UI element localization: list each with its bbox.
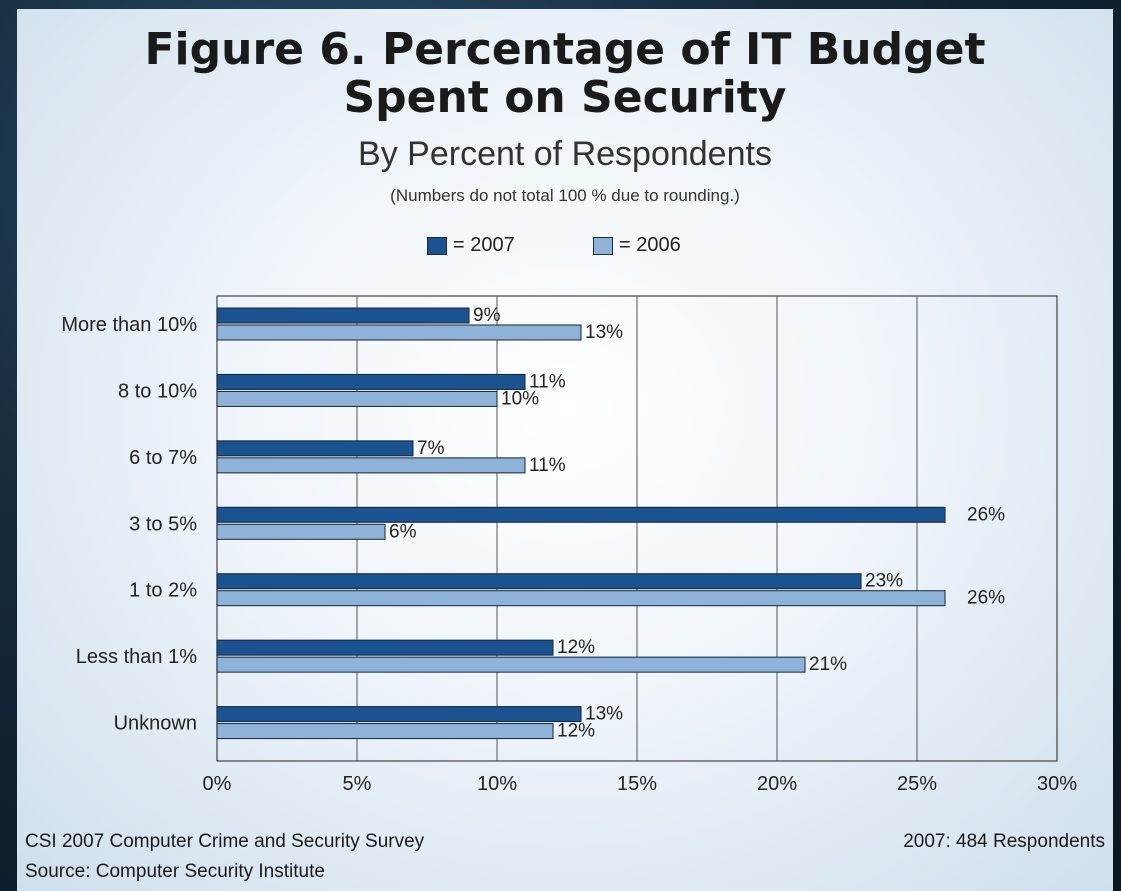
category-label: 3 to 5% (129, 513, 197, 535)
legend-label-2007: = 2007 (453, 234, 515, 256)
legend-swatch-2007 (427, 236, 447, 255)
chart-title-line-1: Figure 6. Percentage of IT Budget (144, 24, 986, 75)
legend-swatch-2006 (593, 236, 613, 255)
x-tick-label: 25% (897, 773, 937, 795)
category-label: Unknown (114, 713, 197, 735)
x-tick-label: 0% (203, 773, 232, 795)
x-tick-label: 20% (757, 773, 797, 795)
x-tick-label: 5% (343, 773, 372, 795)
footer-survey: CSI 2007 Computer Crime and Security Sur… (25, 831, 425, 852)
bar-2006 (216, 723, 554, 740)
data-label-2007: 12% (557, 637, 595, 658)
chart-note: (Numbers do not total 100 % due to round… (390, 186, 740, 205)
bar-2006 (216, 656, 806, 673)
data-label-2007: 7% (417, 438, 445, 459)
data-label-2006: 11% (529, 455, 566, 476)
legend-item-2006: = 2006 (593, 234, 681, 257)
data-label-2007: 23% (865, 571, 903, 592)
category-label: Less than 1% (76, 646, 197, 668)
chart-panel: Figure 6. Percentage of IT Budget Spent … (17, 9, 1113, 891)
bar-2006 (216, 390, 498, 407)
bar-2006 (216, 523, 386, 540)
x-tick-label: 30% (1037, 773, 1077, 795)
category-label: 6 to 7% (129, 447, 197, 469)
category-label: More than 10% (61, 314, 197, 336)
footer-source: Source: Computer Security Institute (25, 861, 325, 882)
data-label-2006: 26% (967, 588, 1005, 609)
footer-respondents: 2007: 484 Respondents (903, 831, 1105, 852)
bar-2006 (216, 590, 946, 607)
x-tick-label: 15% (617, 773, 657, 795)
bar-2007 (216, 506, 946, 523)
legend-label-2006: = 2006 (619, 234, 681, 256)
chart-subtitle: By Percent of Respondents (358, 135, 772, 173)
data-label-2006: 21% (809, 654, 847, 675)
bar-2006 (216, 457, 526, 474)
bar-2006 (216, 324, 582, 341)
data-label-2006: 12% (557, 721, 595, 742)
bar-2007 (216, 639, 554, 656)
data-label-2007: 9% (473, 305, 501, 326)
category-label: 1 to 2% (129, 580, 197, 602)
bar-2007 (216, 440, 414, 457)
data-label-2007: 26% (967, 504, 1005, 525)
data-label-2006: 6% (389, 521, 417, 542)
category-label: 8 to 10% (118, 380, 197, 402)
chart-title-line-2: Spent on Security (343, 72, 787, 123)
legend-item-2007: = 2007 (427, 234, 515, 257)
bar-2007 (216, 573, 862, 590)
bar-chart: 0% 5% 10% 15% 20% 25% 30% More than 10% 9% 13% 8 t… (61, 295, 1077, 795)
chart-legend: = 2007 = 2006 (17, 234, 1113, 264)
data-label-2006: 13% (585, 322, 623, 343)
data-label-2007: 13% (585, 704, 623, 725)
x-tick-label: 10% (477, 773, 517, 795)
bar-2007 (216, 307, 470, 324)
bar-2007 (216, 373, 526, 390)
bar-2007 (216, 706, 582, 723)
data-label-2006: 10% (501, 388, 539, 409)
data-label-2007: 11% (529, 371, 566, 392)
